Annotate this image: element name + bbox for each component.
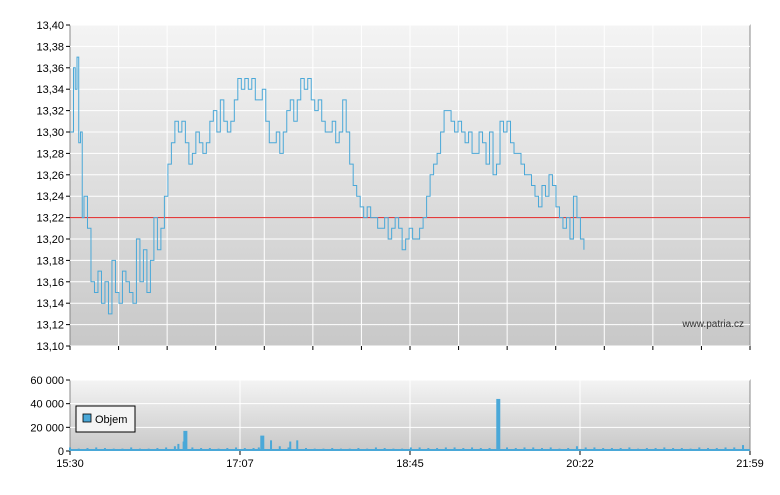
volume-bar <box>260 435 265 451</box>
volume-bar <box>496 398 501 451</box>
volume-bar <box>278 446 281 451</box>
volume-baseline-strip <box>70 449 750 451</box>
price-y-tick-label: 13,22 <box>36 213 64 225</box>
volume-x-tick-label: 21:59 <box>736 458 764 470</box>
volume-bar <box>296 440 299 451</box>
volume-x-axis: 15:30 17:07 18:45 20:22 21:59 <box>56 451 764 470</box>
volume-bars <box>69 398 750 451</box>
price-y-tick-label: 13,18 <box>36 255 64 267</box>
price-y-tick-label: 13,12 <box>36 320 64 332</box>
volume-bar <box>173 446 176 451</box>
volume-y-tick-label: 0 <box>58 446 64 458</box>
price-y-tick-label: 13,30 <box>36 127 64 139</box>
price-y-tick-label: 13,20 <box>36 234 64 246</box>
volume-bar <box>177 443 180 451</box>
legend-swatch <box>82 413 92 423</box>
price-y-tick-label: 13,28 <box>36 148 64 160</box>
price-y-tick-label: 13,36 <box>36 63 64 75</box>
price-y-tick-label: 13,16 <box>36 277 64 289</box>
price-y-tick-label: 13,34 <box>36 84 64 96</box>
price-y-tick-label: 13,24 <box>36 191 64 203</box>
volume-bar <box>742 445 745 451</box>
volume-y-tick-label: 60 000 <box>30 375 64 387</box>
volume-x-tick-label: 20:22 <box>566 458 594 470</box>
volume-bar <box>289 441 292 451</box>
price-series-line <box>70 56 585 315</box>
price-y-tick-label: 13,26 <box>36 170 64 182</box>
watermark: www.patria.cz <box>681 319 744 330</box>
volume-y-axis: 0 20 000 40 000 60 000 <box>30 375 70 458</box>
volume-x-tick-label: 18:45 <box>396 458 424 470</box>
volume-x-tick-label: 15:30 <box>56 458 84 470</box>
price-y-tick-label: 13,38 <box>36 41 64 53</box>
legend: Objem <box>75 405 136 433</box>
price-y-axis: 13,10 13,12 13,14 13,16 13,18 13,20 13,22 13,24… <box>36 20 70 353</box>
price-y-tick-label: 13,10 <box>36 341 64 353</box>
legend-label: Objem <box>95 414 127 426</box>
volume-bar <box>183 430 188 451</box>
volume-bar <box>575 446 578 451</box>
price-y-tick-label: 13,40 <box>36 20 64 32</box>
price-x-ticks <box>69 346 751 350</box>
volume-bar <box>270 440 273 451</box>
volume-y-tick-label: 20 000 <box>30 422 64 434</box>
volume-x-tick-label: 17:07 <box>226 458 254 470</box>
price-y-tick-label: 13,14 <box>36 298 64 310</box>
volume-y-tick-label: 40 000 <box>30 399 64 411</box>
price-y-tick-label: 13,32 <box>36 106 64 118</box>
